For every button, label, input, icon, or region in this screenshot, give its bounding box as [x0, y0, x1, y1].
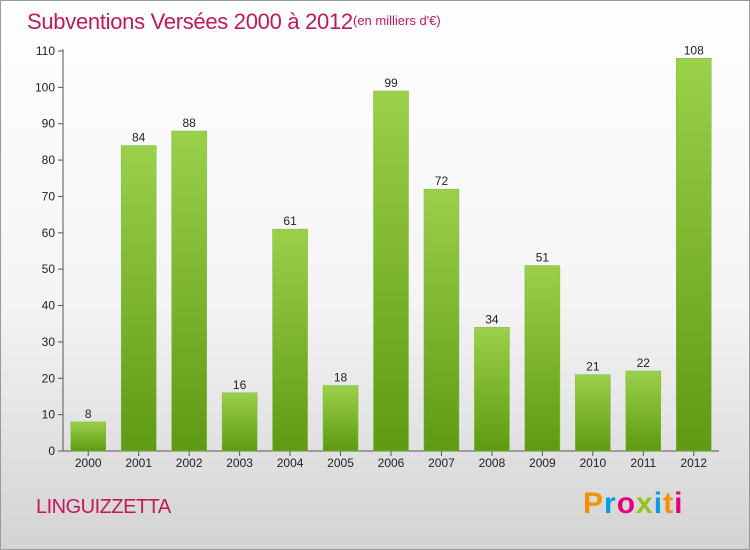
x-tick-label: 2009: [529, 456, 556, 470]
bar-value-label: 18: [334, 371, 348, 385]
chart-title: Subventions Versées 2000 à 2012: [27, 9, 353, 34]
y-tick-label: 90: [42, 117, 56, 131]
logo-letter: t: [663, 487, 675, 520]
bar: [272, 228, 308, 452]
y-tick-label: 20: [42, 371, 56, 385]
x-tick-label: 2007: [428, 456, 455, 470]
proxiti-logo: Proxiti: [583, 487, 683, 521]
logo-letter: i: [653, 487, 664, 520]
bar-value-label: 99: [384, 76, 398, 90]
bar-value-label: 72: [435, 174, 449, 188]
x-tick-label: 2011: [630, 456, 656, 470]
bar: [423, 188, 460, 452]
bar-value-label: 108: [684, 43, 704, 57]
y-tick-label: 110: [36, 44, 55, 58]
x-tick-label: 2000: [75, 456, 102, 470]
bar-value-label: 22: [637, 356, 651, 370]
chart-subtitle: (en milliers d'€): [353, 13, 441, 28]
commune-name: LINGUIZZETTA: [36, 496, 171, 518]
bar: [120, 145, 157, 452]
x-tick-label: 2010: [579, 456, 606, 470]
logo-letter: r: [604, 487, 617, 520]
logo-letter: P: [583, 487, 605, 520]
bar-value-label: 51: [536, 251, 550, 265]
bar: [70, 421, 106, 452]
bar: [524, 265, 561, 452]
logo-letter: o: [616, 487, 637, 520]
bar-value-label: 8: [85, 407, 92, 421]
y-tick-label: 50: [42, 262, 56, 276]
bar-value-label: 34: [485, 312, 499, 326]
bar: [171, 130, 207, 452]
y-tick-label: 40: [42, 299, 56, 313]
bar: [322, 385, 359, 452]
y-tick-label: 10: [42, 408, 56, 422]
bar: [221, 392, 258, 452]
x-tick-label: 2005: [327, 456, 354, 470]
bar-value-label: 88: [182, 116, 196, 130]
y-tick-label: 30: [42, 335, 56, 349]
bars: [70, 58, 712, 452]
bar: [575, 374, 611, 452]
axes: 0 10 20 30 40 50 60 70 80 90 100 110 2000 2001 2002 200…: [35, 44, 719, 470]
y-tick-label: 60: [42, 226, 56, 240]
bar-value-label: 16: [233, 378, 247, 392]
x-tick-label: 2003: [226, 456, 253, 470]
y-tick-label: 0: [48, 444, 55, 458]
x-tick-label: 2001: [125, 456, 152, 470]
bar: [676, 58, 712, 452]
y-tick-label: 80: [42, 153, 56, 167]
x-tick-label: 2002: [176, 456, 203, 470]
bar-value-label: 61: [283, 214, 297, 228]
bar: [373, 90, 409, 452]
x-tick-label: 2004: [277, 456, 304, 470]
bar: [625, 370, 662, 452]
y-tick-label: 100: [35, 80, 55, 94]
bar: [474, 327, 510, 452]
logo-letter: x: [636, 487, 654, 520]
x-tick-label: 2006: [378, 456, 405, 470]
bar-value-label: 84: [132, 131, 146, 145]
x-tick-label: 2008: [479, 456, 506, 470]
y-tick-label: 70: [42, 189, 56, 203]
logo-letter: i: [674, 487, 684, 520]
x-tick-label: 2012: [680, 456, 707, 470]
data-labels: 8 84 88 16 61 18 99 72 34 51 21 22 108: [85, 43, 704, 421]
bar-value-label: 21: [586, 360, 600, 374]
